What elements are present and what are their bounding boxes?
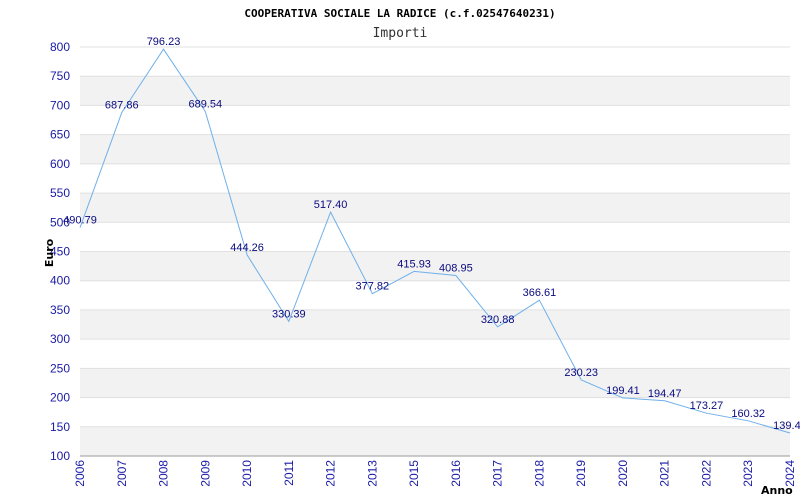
x-tick-label: 2015 bbox=[407, 460, 421, 487]
grid-band bbox=[80, 309, 790, 340]
data-label: 330.39 bbox=[272, 308, 306, 320]
data-label: 490.79 bbox=[63, 215, 97, 227]
y-tick-label: 300 bbox=[50, 332, 70, 346]
data-label: 366.61 bbox=[523, 287, 557, 299]
data-label: 139.40 bbox=[773, 420, 800, 432]
data-label: 160.32 bbox=[731, 408, 765, 420]
y-tick-label: 750 bbox=[50, 69, 70, 83]
data-label: 687.86 bbox=[105, 100, 139, 112]
x-tick-label: 2023 bbox=[741, 460, 755, 487]
y-tick-label: 250 bbox=[50, 361, 70, 375]
y-tick-label: 700 bbox=[50, 98, 70, 112]
y-tick-label: 500 bbox=[50, 215, 70, 229]
data-label: 320.88 bbox=[481, 314, 515, 326]
grid-band bbox=[80, 251, 790, 281]
chart-subtitle: Importi bbox=[373, 26, 428, 41]
x-tick-label: 2010 bbox=[240, 460, 254, 487]
x-tick-label: 2021 bbox=[658, 460, 672, 487]
x-tick-label: 2020 bbox=[616, 460, 630, 487]
data-label: 199.41 bbox=[606, 385, 640, 397]
y-tick-label: 200 bbox=[50, 391, 70, 405]
gridlines bbox=[80, 46, 790, 457]
x-tick-label: 2006 bbox=[73, 460, 87, 487]
y-tick-label: 400 bbox=[50, 274, 70, 288]
data-label: 194.47 bbox=[648, 388, 682, 400]
x-tick-label: 2009 bbox=[198, 460, 212, 487]
data-label: 796.23 bbox=[147, 36, 181, 48]
y-tick-label: 550 bbox=[50, 186, 70, 200]
y-tick-label: 650 bbox=[50, 128, 70, 142]
y-tick-label: 350 bbox=[50, 303, 70, 317]
x-tick-label: 2022 bbox=[699, 460, 713, 487]
x-tick-label: 2012 bbox=[324, 460, 338, 487]
chart-title: COOPERATIVA SOCIALE LA RADICE (c.f.02547… bbox=[244, 7, 555, 20]
x-tick-label: 2018 bbox=[532, 460, 546, 487]
grid-band bbox=[80, 76, 790, 106]
x-tick-label: 2019 bbox=[574, 460, 588, 487]
y-tick-label: 450 bbox=[50, 245, 70, 259]
data-label: 517.40 bbox=[314, 199, 348, 211]
x-tick-label: 2008 bbox=[157, 460, 171, 487]
x-tick-label: 2016 bbox=[449, 460, 463, 487]
data-label: 444.26 bbox=[230, 242, 264, 254]
y-tick-label: 150 bbox=[50, 420, 70, 434]
x-axis-ticks: 2006 2007 2008 2009 2010 2011 2012 2013 2015 2016… bbox=[73, 460, 797, 487]
y-axis-ticks: 100 150 200 250 300 350 400 450 500 550 600 650 700 7… bbox=[50, 40, 70, 463]
y-tick-label: 800 bbox=[50, 40, 70, 54]
data-label: 230.23 bbox=[564, 367, 598, 379]
grid-band bbox=[80, 426, 790, 456]
data-labels: 490.79 687.86 796.23 689.54 444.26 330.39 517.… bbox=[63, 36, 800, 432]
x-tick-label: 2017 bbox=[491, 460, 505, 487]
grid-band bbox=[80, 134, 790, 164]
grid-bands bbox=[80, 76, 790, 456]
data-label: 415.93 bbox=[397, 258, 431, 270]
y-tick-label: 100 bbox=[50, 449, 70, 463]
grid-band bbox=[80, 193, 790, 223]
x-tick-label: 2013 bbox=[365, 460, 379, 487]
x-tick-label: 2007 bbox=[115, 460, 129, 487]
data-label: 689.54 bbox=[188, 99, 222, 111]
series-line bbox=[79, 48, 791, 434]
x-axis-label: Anno bbox=[761, 484, 793, 497]
data-label: 377.82 bbox=[356, 281, 390, 293]
data-label: 408.95 bbox=[439, 262, 473, 274]
data-label: 173.27 bbox=[690, 400, 724, 412]
grid-band bbox=[80, 368, 790, 398]
y-tick-label: 600 bbox=[50, 157, 70, 171]
x-tick-label: 2024 bbox=[783, 460, 797, 487]
y-axis-label: Euro bbox=[43, 238, 56, 267]
x-tick-label: 2011 bbox=[282, 460, 296, 486]
